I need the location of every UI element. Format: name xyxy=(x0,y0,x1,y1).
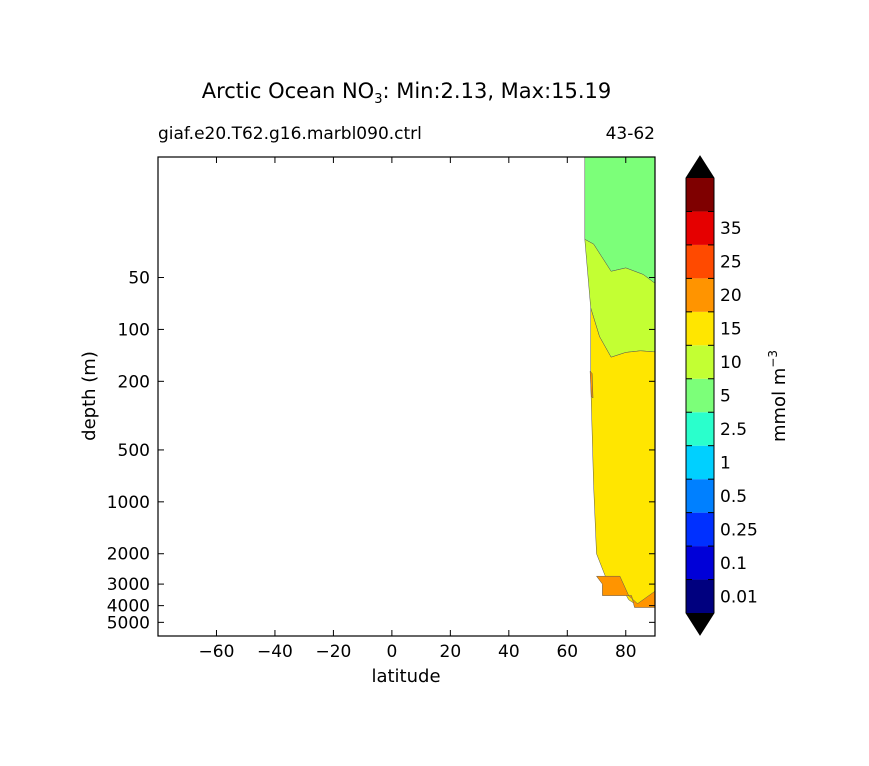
colorbar-tick-label: 25 xyxy=(720,253,742,273)
colorbar-swatch xyxy=(686,178,714,212)
colorbar-tick-label: 0.1 xyxy=(720,554,747,574)
y-tick-label: 500 xyxy=(118,441,150,461)
colorbar-tick-label: 1 xyxy=(720,453,731,473)
y-tick-label: 200 xyxy=(118,372,150,392)
chart-title: Arctic Ocean NO3: Min:2.13, Max:15.19 xyxy=(201,79,612,108)
chart-subtitle-right: 43-62 xyxy=(605,124,655,144)
colorbar-swatch xyxy=(686,479,714,513)
contour-region-4 xyxy=(596,575,655,608)
plot-frame xyxy=(157,156,656,637)
colorbar-swatch xyxy=(686,211,714,245)
y-tick-label: 3000 xyxy=(107,575,150,595)
x-tick-label: −20 xyxy=(315,642,351,662)
colorbar-swatch xyxy=(686,244,714,279)
colorbar-tick-label: 0.25 xyxy=(720,520,758,540)
y-tick-label: 100 xyxy=(118,320,150,340)
colorbar-tick-label: 15 xyxy=(720,320,742,340)
x-axis-label: latitude xyxy=(371,666,440,687)
colorbar-swatch xyxy=(686,412,714,446)
colorbar-swatch xyxy=(686,278,714,312)
y-tick-label: 50 xyxy=(128,269,150,289)
chart-subtitle-left: giaf.e20.T62.g16.marbl090.ctrl xyxy=(158,124,422,144)
colorbar-tick-label: 20 xyxy=(720,286,742,306)
colorbar-swatch xyxy=(686,345,714,379)
y-axis-label: depth (m) xyxy=(79,351,100,441)
colorbar-swatch xyxy=(686,546,714,580)
colorbar-swatch xyxy=(686,579,714,613)
colorbar-extend-bottom xyxy=(686,613,714,635)
y-tick-label: 4000 xyxy=(107,597,150,617)
colorbar-tick-label: 2.5 xyxy=(720,420,747,440)
colorbar-outline xyxy=(685,155,715,636)
x-tick-label: 60 xyxy=(556,642,578,662)
contour-fills xyxy=(584,157,655,608)
colorbar-label: mmol m−3 xyxy=(766,350,790,442)
colorbar-tick-label: 35 xyxy=(720,219,742,239)
contour-region-5 xyxy=(589,370,594,399)
colorbar-tick-label: 10 xyxy=(720,353,742,373)
y-tick-label: 5000 xyxy=(107,613,150,633)
colorbar-swatch xyxy=(686,311,714,346)
colorbar-swatch xyxy=(686,445,714,480)
y-tick-label: 2000 xyxy=(107,545,150,565)
colorbar-tick-label: 0.01 xyxy=(720,587,758,607)
x-axis: −60 −40 −20 0 20 40 60 80 xyxy=(199,157,637,662)
colorbar-tick-label: 0.5 xyxy=(720,487,747,507)
x-tick-label: 0 xyxy=(386,642,397,662)
x-tick-label: −40 xyxy=(257,642,293,662)
colorbar-swatch xyxy=(686,512,714,547)
colorbar-extend-top xyxy=(686,156,714,178)
x-tick-label: 40 xyxy=(498,642,520,662)
x-tick-label: −60 xyxy=(199,642,235,662)
x-tick-label: 20 xyxy=(440,642,462,662)
colorbar: 0.01 0.1 0.25 0.5 1 2.5 5 10 15 20 25 35 xyxy=(685,155,758,636)
x-tick-label: 80 xyxy=(615,642,637,662)
colorbar-tick-label: 5 xyxy=(720,387,731,407)
colorbar-swatch xyxy=(686,378,714,413)
y-tick-label: 1000 xyxy=(107,493,150,513)
